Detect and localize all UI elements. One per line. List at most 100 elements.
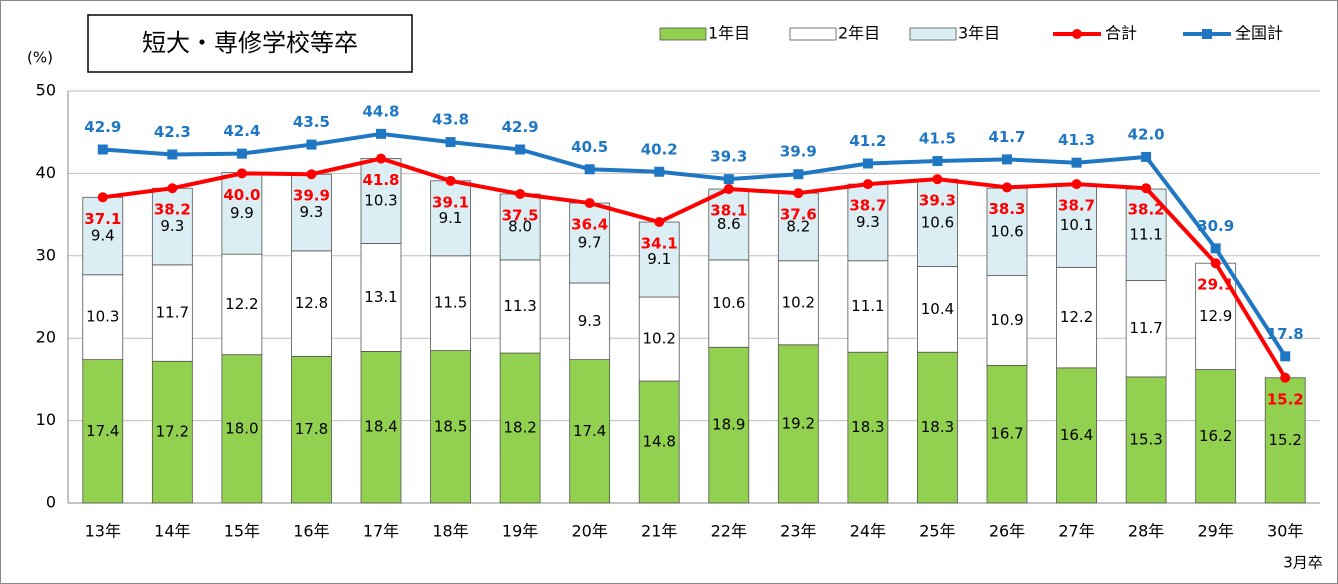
bar-segment [1056, 266, 1097, 369]
bar-segment [82, 274, 124, 361]
x-tick-label: 28年 [1128, 522, 1164, 541]
line-value-label: 29.1 [1197, 276, 1234, 294]
line-value-label: 15.2 [1267, 390, 1304, 408]
line-value-label: 30.9 [1197, 217, 1234, 235]
line-value-label: 36.4 [571, 216, 608, 234]
line-value-label: 38.7 [849, 197, 886, 215]
bar-value-label: 11.1 [851, 297, 884, 315]
bar-value-label: 16.7 [990, 425, 1023, 443]
x-tick-label: 26年 [989, 522, 1025, 541]
bar-value-label: 11.7 [156, 304, 189, 322]
legend-label: 合計 [1105, 24, 1137, 43]
line-marker [723, 174, 734, 185]
line-value-label: 39.3 [710, 148, 747, 166]
line-value-label: 41.3 [1058, 131, 1095, 149]
x-tick-label: 24年 [850, 522, 886, 541]
line-marker [1141, 151, 1152, 162]
line-value-label: 37.6 [780, 206, 817, 224]
bar-segment [360, 243, 402, 352]
bar-value-label: 15.3 [1129, 430, 1162, 448]
x-tick-label: 18年 [432, 522, 468, 541]
line-marker [236, 168, 247, 179]
line-marker [445, 137, 456, 148]
bar-segment [1195, 262, 1237, 370]
bar-segment [82, 359, 124, 504]
line-marker [236, 148, 247, 159]
bar-value-label: 11.7 [1129, 319, 1162, 337]
bar-segment [1195, 369, 1237, 504]
bar-segment [151, 187, 193, 266]
bar-segment [1264, 377, 1306, 504]
bar-value-label: 10.3 [364, 192, 397, 210]
line [102, 131, 1287, 358]
bar-value-label: 17.4 [86, 422, 119, 440]
line-marker [1280, 372, 1291, 383]
bar-value-label: 8.6 [717, 215, 741, 233]
bar-segment [986, 275, 1028, 366]
bar-value-label: 10.1 [1060, 216, 1093, 234]
line-value-label: 39.9 [780, 143, 817, 161]
line-marker [167, 149, 178, 160]
line-value-label: 42.3 [154, 123, 191, 141]
bar-value-label: 8.0 [508, 217, 532, 235]
x-tick-label: 15年 [224, 522, 260, 541]
bar-value-label: 12.9 [1199, 307, 1232, 325]
line-marker [376, 128, 386, 139]
line-value-label: 40.2 [641, 140, 678, 158]
legend-label: 3年目 [958, 24, 1000, 43]
bar-segment [708, 346, 750, 504]
bar-value-label: 18.4 [364, 418, 397, 436]
line-marker [97, 144, 108, 155]
legend-label: 全国計 [1235, 24, 1283, 43]
bar-segment [1125, 376, 1167, 504]
x-tick-label: 19年 [502, 522, 538, 541]
bar-value-label: 18.3 [921, 418, 954, 436]
legend-marker [1072, 29, 1082, 39]
line-marker [306, 169, 317, 180]
line-marker [1071, 157, 1082, 168]
y-axis-label: (%) [27, 49, 53, 67]
line-marker [515, 189, 526, 199]
bar-value-label: 16.2 [1199, 427, 1232, 445]
bar-value-label: 9.3 [856, 213, 880, 231]
bar-segment [847, 183, 889, 262]
bar-value-label: 18.5 [434, 417, 467, 435]
line-marker [445, 175, 456, 186]
x-tick-label: 22年 [711, 522, 747, 541]
bar-segment [569, 359, 611, 504]
line-marker [793, 169, 804, 180]
bar-value-label: 12.2 [1060, 308, 1093, 326]
x-tick-label: 20年 [571, 522, 607, 541]
line-marker [1002, 154, 1012, 165]
line-marker [654, 166, 665, 177]
bar-segment [777, 192, 819, 262]
bar-value-label: 13.1 [364, 288, 397, 306]
line-marker [1141, 183, 1152, 194]
line-marker [584, 164, 595, 175]
bar-segment [708, 188, 750, 261]
line-marker [167, 183, 178, 194]
bar-value-label: 12.2 [225, 295, 258, 313]
bar-segment [638, 296, 680, 382]
bar-value-label: 10.6 [990, 222, 1023, 240]
bar-value-label: 10.9 [990, 311, 1023, 329]
y-tick-label: 40 [36, 163, 56, 182]
bar-segment [221, 172, 263, 255]
bar-segment [777, 344, 819, 504]
bar-value-label: 9.9 [230, 204, 254, 222]
bar-segment [499, 259, 541, 354]
bar-segment [82, 196, 124, 276]
line-marker [306, 139, 317, 150]
bar-segment [291, 173, 332, 252]
bar-value-label: 9.1 [647, 250, 671, 268]
bar-segment [430, 180, 471, 257]
bar-segment [499, 193, 541, 261]
bar-value-label: 17.8 [295, 420, 328, 438]
bar-value-label: 12.8 [295, 294, 328, 312]
line-marker [654, 217, 665, 228]
bar-value-label: 10.3 [86, 308, 119, 326]
line-marker [932, 156, 943, 167]
line-marker [862, 179, 873, 190]
line-value-label: 39.1 [432, 193, 469, 211]
